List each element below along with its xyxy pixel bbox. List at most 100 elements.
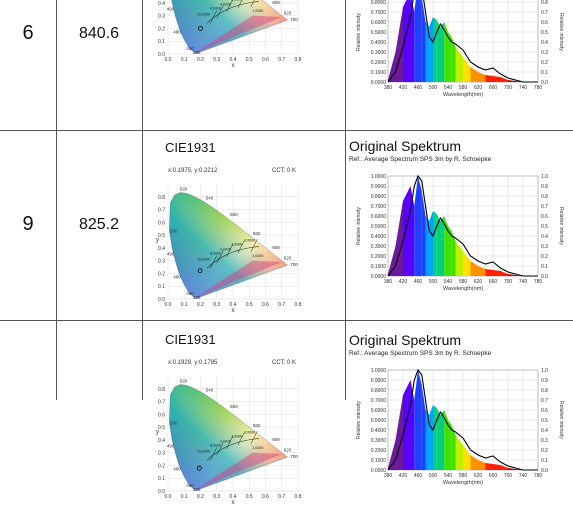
left-tick-label: 0.1000 (371, 70, 387, 76)
right-axis-label: Relative intensity (558, 13, 564, 51)
spectral-locus-shade (171, 0, 288, 54)
spectrum-area-segment (470, 67, 478, 82)
right-tick-label: 0.3 (541, 438, 548, 444)
wavelength-label: 580 (253, 423, 261, 428)
row-index: 9 (22, 213, 34, 235)
spectrum-area-segment (410, 0, 415, 82)
spectrum-area-segment (403, 0, 411, 82)
isotherm-line (210, 10, 217, 24)
x-tick-label: 780 (534, 279, 543, 285)
wavelength-label: 480 (173, 275, 181, 280)
x-tick-label: 380 (384, 279, 393, 285)
wavelength-label: 490 (167, 7, 175, 12)
spectrum-area-segment (493, 270, 501, 276)
cie-coordinates: x:0.1929, y:0.1785 (168, 360, 218, 366)
spectrum-area-segment (403, 186, 411, 276)
cie-title: CIE1931 (165, 140, 216, 155)
left-tick-label: 0.5000 (371, 30, 387, 36)
row-index: 6 (22, 22, 34, 44)
x-tick-label: 0.7 (278, 302, 285, 308)
left-tick-label: 0.6000 (371, 214, 387, 220)
spectrum-area-segment (429, 405, 433, 470)
y-tick-label: 0.3 (158, 451, 165, 457)
x-tick-label: 0.4 (230, 57, 237, 63)
left-axis-label: Relative intensity (356, 207, 362, 245)
x-tick-label: 740 (519, 473, 528, 479)
right-tick-label: 0.2 (541, 60, 548, 66)
x-tick-label: 420 (399, 473, 408, 479)
wavelength-label: 500 (170, 421, 178, 426)
right-tick-label: 0.4 (541, 428, 548, 434)
right-tick-label: 0.4 (541, 234, 548, 240)
wavelength-label: 560 (230, 212, 238, 217)
x-tick-label: 0.8 (295, 57, 302, 63)
planckian-locus (206, 246, 260, 269)
y-tick-label: 0.6 (158, 220, 165, 226)
cct-label: 1,000K (253, 254, 265, 258)
cct-label: 6,000K (210, 443, 222, 447)
wavelength-label: 700 (290, 454, 298, 459)
spectrum-area-segment (418, 176, 422, 276)
left-tick-label: 0.3000 (371, 50, 387, 56)
x-axis-label: Wavelength(nm) (443, 480, 483, 486)
x-tick-label: 500 (429, 85, 438, 91)
spectrum-area-segment (395, 201, 403, 276)
left-tick-label: 0.9000 (371, 184, 387, 190)
spectrum-area-segment (463, 57, 471, 82)
spectrum-title: Original Spektrum (349, 138, 462, 154)
x-tick-label: 0.0 (165, 494, 172, 500)
x-tick-label: 460 (414, 473, 423, 479)
cie-coordinates: x:0.1975, y:0.2212 (168, 168, 218, 174)
left-tick-label: 0.0000 (371, 274, 387, 280)
right-tick-label: 0.3 (541, 244, 548, 250)
spectrum-area-segment (500, 77, 508, 82)
spectrum-area-segment (493, 464, 501, 470)
spectrum-area-segment (478, 266, 486, 276)
isotherm-line (250, 0, 255, 7)
right-tick-label: 0.9 (541, 184, 548, 190)
wavelength-label: 480 (173, 30, 181, 35)
right-tick-label: 0.2 (541, 254, 548, 260)
cie-diagram: 0.00.00.10.10.20.20.30.30.40.40.50.50.60… (156, 376, 302, 506)
left-tick-label: 0.5000 (371, 224, 387, 230)
cct-label: 2,000K (244, 239, 256, 243)
cct-label: 3,000K (231, 242, 243, 246)
spectrum-reference: Ref.: Average Spectrum SPS 3m by R. Scho… (349, 156, 492, 163)
isotherm-line (226, 0, 233, 12)
x-tick-label: 700 (504, 473, 513, 479)
x-tick-label: 660 (489, 473, 498, 479)
spectrum-area-segment (448, 32, 452, 82)
right-tick-label: 0.6 (541, 214, 548, 220)
y-tick-label: 0.7 (158, 400, 165, 406)
right-tick-label: 1.0 (541, 174, 548, 180)
right-axis-label: Relative intensity (558, 207, 564, 245)
left-tick-label: 0.6000 (371, 408, 387, 414)
spectrum-area-segment (463, 251, 471, 276)
spectrum-area-segment (470, 261, 478, 276)
wavelength-label: 560 (230, 404, 238, 409)
chromaticity-point (198, 26, 203, 31)
x-tick-label: 0.1 (181, 494, 188, 500)
right-tick-label: 0.5 (541, 224, 548, 230)
right-axis-label: Relative intensity (558, 401, 564, 439)
right-tick-label: 0.7 (541, 398, 548, 404)
y-tick-label: 0.2 (158, 26, 165, 32)
y-axis-label: y (156, 238, 159, 244)
spectrum-area-segment (451, 231, 456, 276)
cie-cct: CCT: 0 K (272, 360, 297, 366)
left-tick-label: 0.8000 (371, 388, 387, 394)
isotherm-line (216, 5, 224, 19)
spectrum-area-segment (444, 22, 448, 82)
spectrum-area-segment (418, 370, 422, 470)
left-tick-label: 0.1000 (371, 264, 387, 270)
cct-label: 1,000K (253, 446, 265, 450)
wavelength-label: 600 (272, 0, 280, 5)
y-tick-label: 0.3 (158, 14, 165, 20)
x-tick-label: 580 (459, 85, 468, 91)
wavelength-label: 600 (272, 437, 280, 442)
spectrum-area-segment (403, 380, 411, 470)
wavelength-label: 380 (193, 50, 201, 55)
right-tick-label: 0.1 (541, 458, 548, 464)
spectrum-area-segment (395, 7, 403, 82)
spectrum-area-segment (425, 216, 430, 276)
